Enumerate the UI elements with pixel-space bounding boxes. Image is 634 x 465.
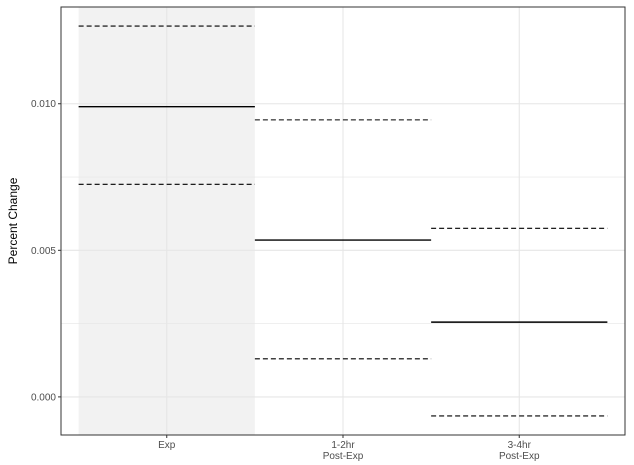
x-tick-label-line: Exp bbox=[158, 440, 176, 451]
segment-layer bbox=[78, 25, 608, 417]
x-tick-label: 1-2hr Post-Exp bbox=[323, 440, 364, 462]
x-tick-label: 3-4hr Post-Exp bbox=[499, 440, 540, 462]
x-tick-label-line: Post-Exp bbox=[499, 451, 540, 462]
x-tick-label-line: Post-Exp bbox=[323, 451, 364, 462]
x-tick-label-line: 3-4hr bbox=[508, 440, 532, 451]
y-tick-label: 0.010 bbox=[31, 99, 56, 110]
y-tick-label: 0.000 bbox=[31, 392, 56, 403]
y-axis-title: Percent Change bbox=[6, 177, 20, 264]
grid-layer bbox=[61, 7, 625, 435]
y-tick-label: 0.005 bbox=[31, 246, 56, 257]
x-tick-label: Exp bbox=[158, 440, 176, 451]
x-tick-label-line: 1-2hr bbox=[331, 440, 355, 451]
